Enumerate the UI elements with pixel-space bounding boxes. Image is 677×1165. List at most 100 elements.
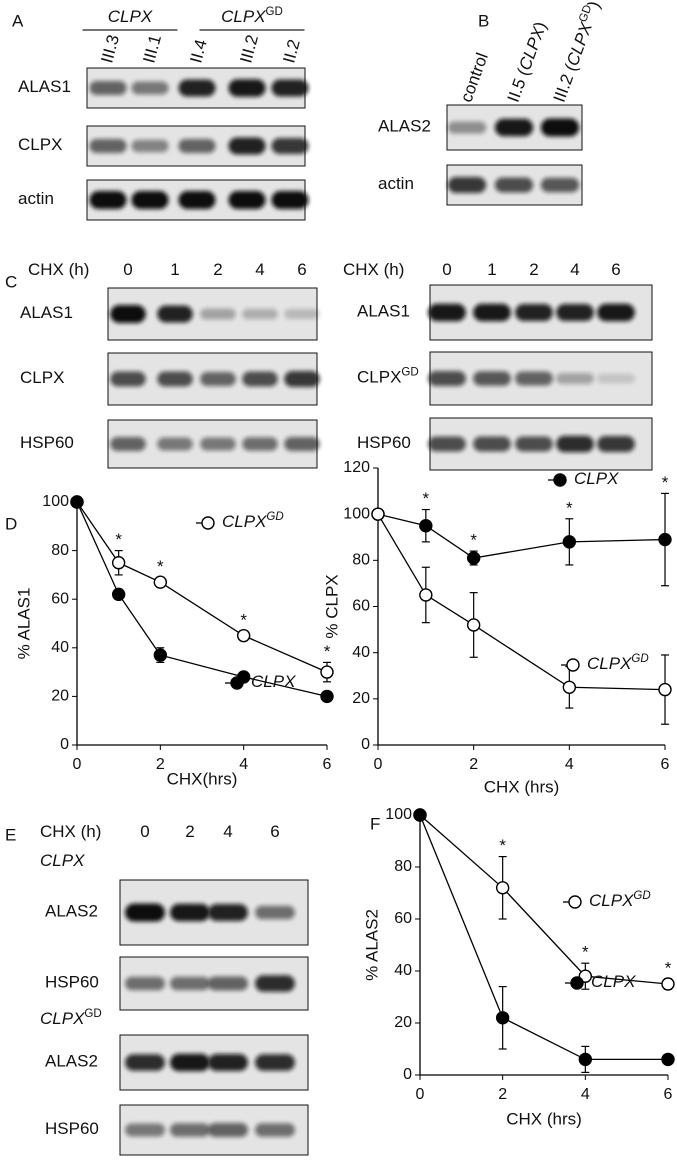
text-part: ALAS1 [18, 77, 71, 96]
lane-label: III.1 [140, 33, 166, 65]
text-part: 1 [170, 260, 179, 279]
text-part: 1 [487, 260, 496, 279]
marker [578, 1052, 593, 1067]
text-part: 4 [223, 822, 232, 841]
lane-label: II.4 [187, 37, 211, 65]
text-part: control [457, 50, 492, 104]
text-part: CLPX [108, 7, 153, 26]
band [540, 118, 580, 137]
y-tick-label: 20 [51, 688, 69, 705]
y-tick-label: 100 [42, 493, 69, 510]
text-part: II.2 [280, 37, 304, 65]
lane-label: 0 [123, 260, 132, 279]
band [110, 305, 146, 323]
band [170, 976, 210, 991]
lane-label: III.2 (CLPXGD) [549, 0, 605, 105]
panel-letter: A [12, 11, 24, 30]
band [271, 191, 309, 209]
band [178, 79, 216, 97]
text-part: 0 [140, 822, 149, 841]
legend-name-sup: GD [266, 511, 283, 523]
row-label: HSP60 [20, 433, 74, 452]
band [208, 1054, 248, 1071]
text-part: CLPX [563, 20, 596, 69]
y-tick-label: 60 [394, 910, 412, 927]
group-label: CLPX [40, 851, 85, 870]
text-part: CLPX [357, 368, 401, 387]
x-tick-label: 6 [661, 756, 670, 773]
row-label: CLPX [18, 135, 62, 154]
blot-header: CHX (h) [343, 260, 404, 279]
marker [658, 682, 672, 697]
band [110, 437, 146, 451]
lane-label: 4 [570, 260, 579, 279]
legend-name: CLPX [587, 654, 632, 673]
row-label: ALAS2 [45, 902, 98, 921]
lane-label: 4 [255, 260, 264, 279]
text-part: 6 [270, 822, 279, 841]
lane-label: 2 [185, 822, 194, 841]
band [540, 177, 580, 193]
text-part: ALAS2 [45, 902, 98, 921]
band [473, 303, 511, 322]
legend-name-sup: GD [633, 890, 650, 902]
marker [111, 587, 126, 602]
text-part: GD [84, 1008, 101, 1020]
text-part: CHX (h) [40, 822, 101, 841]
band [200, 308, 236, 320]
marker [661, 977, 675, 991]
blot-header: CHX (h) [28, 260, 89, 279]
panel-letter: C [5, 272, 17, 291]
text-part: GD [266, 6, 283, 18]
legend-name: CLPX [591, 972, 636, 991]
significance-star: * [499, 836, 506, 855]
band [428, 371, 466, 386]
band [228, 79, 266, 97]
band [89, 191, 127, 209]
significance-star: * [115, 530, 122, 549]
series-line [76, 501, 328, 673]
marker [466, 618, 481, 632]
band [255, 975, 295, 992]
band [255, 1054, 295, 1071]
significance-star: * [470, 531, 477, 550]
legend-name: CLPX [574, 469, 619, 488]
text-part: ALAS2 [378, 117, 431, 136]
marker [371, 507, 385, 521]
band [515, 436, 553, 452]
lane-label: 6 [270, 822, 279, 841]
band [228, 137, 266, 155]
text-part: CLPX [18, 135, 62, 154]
row-label: actin [378, 174, 414, 193]
text-part: CHX (h) [343, 260, 404, 279]
text-part: HSP60 [357, 433, 411, 452]
text-part: ) [584, 0, 604, 10]
lane-label: 0 [442, 260, 451, 279]
text-part: ALAS1 [20, 303, 73, 322]
band [125, 976, 165, 991]
text-part: III.2 ( [550, 62, 581, 105]
band [515, 371, 553, 386]
band [473, 436, 511, 452]
text-part: ALAS1 [357, 302, 410, 321]
band [208, 1123, 248, 1137]
legend-label: CLPX [251, 672, 296, 691]
y-axis-title: % ALAS2 [362, 909, 381, 981]
group-label: CLPX [108, 7, 153, 26]
band [170, 1123, 210, 1137]
y-tick-label: 80 [352, 552, 370, 569]
band [597, 436, 635, 452]
band [473, 371, 511, 386]
marker [111, 556, 126, 570]
legend-label: CLPX [591, 972, 636, 991]
band [131, 139, 169, 153]
band [125, 1123, 165, 1137]
group-label: CLPXGD [221, 6, 283, 26]
marker [661, 1052, 675, 1067]
band [200, 437, 236, 451]
lane-label: 4 [223, 822, 232, 841]
lane-label: 1 [170, 260, 179, 279]
text-part: CLPX [221, 7, 266, 26]
panel-letter: D [5, 514, 17, 533]
